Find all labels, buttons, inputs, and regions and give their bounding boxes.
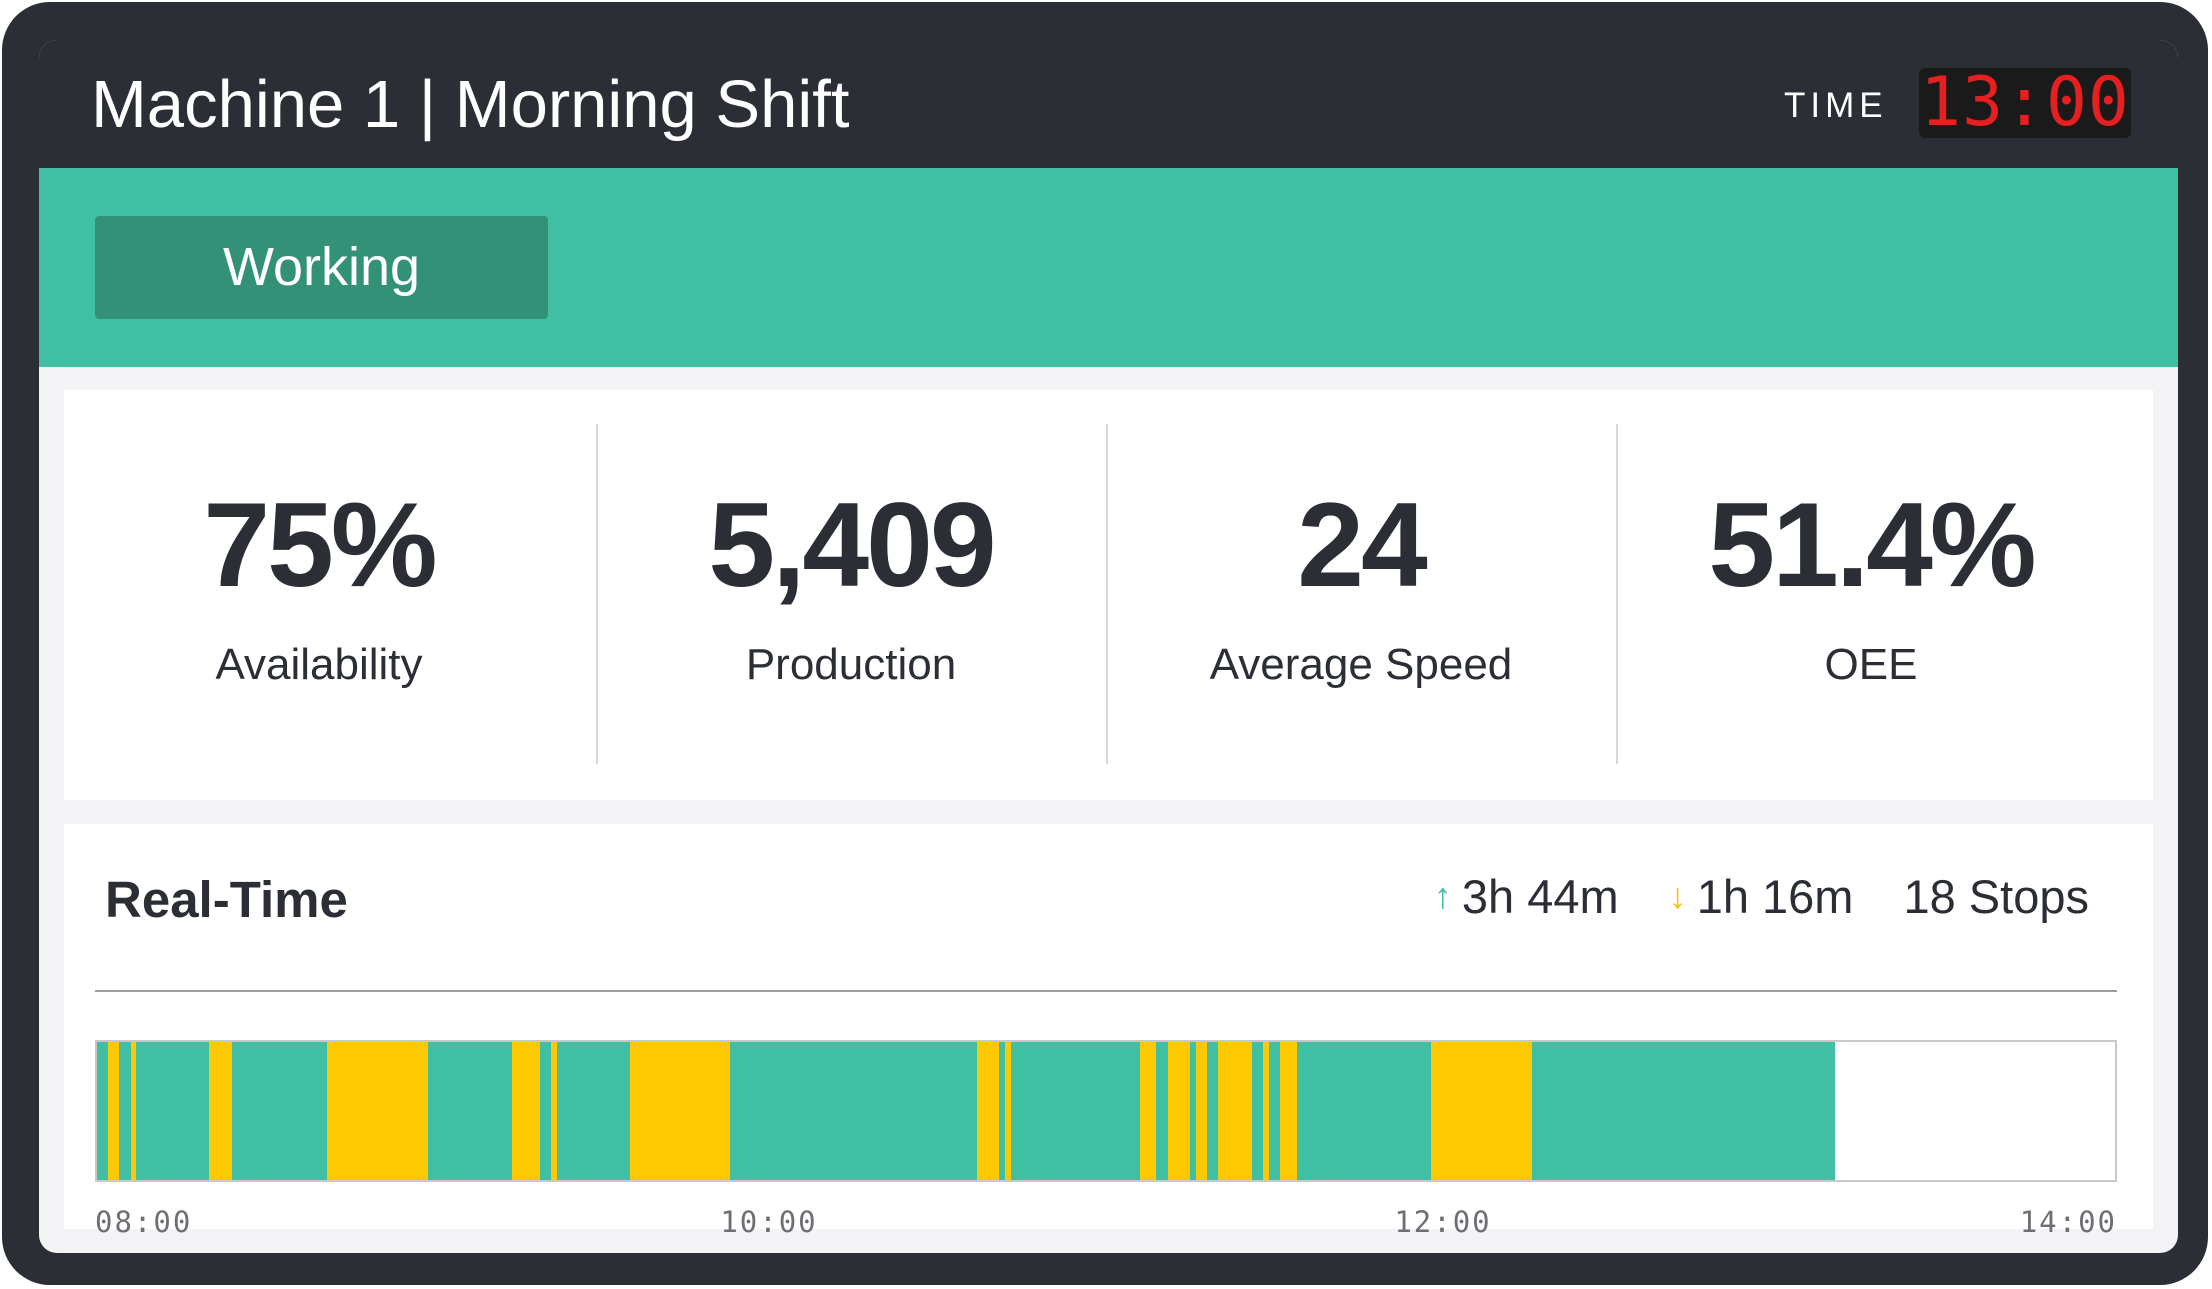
uptime-stat: ↑ 3h 44m <box>1434 869 1619 924</box>
timeline-segment-running <box>231 1042 327 1180</box>
timeline-segment-running <box>1206 1042 1219 1180</box>
timeline-segment-running <box>97 1042 109 1180</box>
metric-label: Availability <box>215 640 423 689</box>
metric-value: 5,409 <box>708 478 996 612</box>
metric-label: Average Speed <box>1209 640 1513 689</box>
x-tick-label: 10:00 <box>720 1205 818 1239</box>
downtime-stat: ↓ 1h 16m <box>1669 869 1854 924</box>
timeline-segment-stopped <box>551 1042 557 1180</box>
timeline-segment-stopped <box>1167 1042 1191 1180</box>
timeline-segment-stopped <box>130 1042 137 1180</box>
timeline-segment-running <box>999 1042 1006 1180</box>
metric-label: OEE <box>1824 640 1918 689</box>
timeline-segment-stopped <box>1262 1042 1269 1180</box>
metric-value: 51.4% <box>1708 478 2036 612</box>
section-divider <box>95 990 2117 992</box>
timeline-segment-running <box>730 1042 978 1180</box>
timeline-segment-running <box>1190 1042 1196 1180</box>
realtime-title: Real-Time <box>105 871 348 928</box>
stops-stat: 18 Stops <box>1903 869 2089 924</box>
timeline-segment-stopped <box>1218 1042 1252 1180</box>
realtime-panel: Real-Time ↑ 3h 44m ↓ 1h 16m 18 Stops 08:… <box>64 824 2153 1239</box>
realtime-summary: ↑ 3h 44m ↓ 1h 16m 18 Stops <box>1384 866 2089 926</box>
timeline-segment-stopped <box>629 1042 731 1180</box>
timeline-segment-stopped <box>108 1042 120 1180</box>
page-title: Machine 1 | Morning Shift <box>91 67 850 142</box>
timeline-segment-stopped <box>1005 1042 1011 1180</box>
clock-value: 13:00 <box>1920 63 2130 142</box>
timeline-segment-running <box>1296 1042 1432 1180</box>
timeline-segment-stopped <box>326 1042 428 1180</box>
uptime-value: 3h 44m <box>1461 869 1619 923</box>
timeline-segment-running <box>1268 1042 1280 1180</box>
metric-divider <box>596 424 598 764</box>
timeline-segment-running <box>556 1042 630 1180</box>
metric-label: Production <box>745 640 957 689</box>
timeline-segment-running <box>1156 1042 1168 1180</box>
metric-divider <box>1106 424 1108 764</box>
metric-production: 5,409 Production <box>596 390 1106 800</box>
arrow-up-icon: ↑ <box>1433 875 1452 916</box>
timeline-segment-running <box>1010 1042 1140 1180</box>
timeline-segment-running <box>427 1042 512 1180</box>
stops-value: 18 Stops <box>1903 869 2089 923</box>
timeline-segment-stopped <box>1431 1042 1532 1180</box>
dashboard-screen: Machine 1 | Morning Shift TIME 13:00 Wor… <box>39 40 2178 1253</box>
timeline-segment-stopped <box>1279 1042 1297 1180</box>
status-band: Working <box>39 168 2178 367</box>
timeline-segment-running <box>119 1042 131 1180</box>
x-tick-label: 08:00 <box>95 1205 193 1239</box>
arrow-down-icon: ↓ <box>1668 875 1687 916</box>
state-timeline <box>95 1040 2117 1182</box>
timeline-segment-stopped <box>1139 1042 1157 1180</box>
timeline-segments <box>97 1042 2115 1180</box>
timeline-segment-running <box>539 1042 552 1180</box>
x-tick-label: 14:00 <box>2019 1205 2117 1239</box>
timeline-segment-stopped <box>511 1042 540 1180</box>
downtime-value: 1h 16m <box>1696 869 1854 923</box>
metric-value: 75% <box>203 478 437 612</box>
metric-divider <box>1616 424 1618 764</box>
metric-oee: 51.4% OEE <box>1616 390 2126 800</box>
timeline-segment-stopped <box>1195 1042 1207 1180</box>
status-badge: Working <box>95 216 548 319</box>
timeline-segment-running <box>136 1042 210 1180</box>
metric-average-speed: 24 Average Speed <box>1106 390 1616 800</box>
time-label: TIME <box>1784 86 1888 125</box>
x-tick-label: 12:00 <box>1394 1205 1492 1239</box>
metric-availability: 75% Availability <box>64 390 574 800</box>
metrics-panel: 75% Availability 5,409 Production 24 Ave… <box>64 390 2153 800</box>
clock-display: 13:00 <box>1919 68 2131 138</box>
timeline-segment-running <box>1251 1042 1263 1180</box>
header-bar: Machine 1 | Morning Shift TIME 13:00 <box>39 40 2178 168</box>
metric-value: 24 <box>1297 478 1427 612</box>
timeline-segment-running <box>1532 1042 1835 1180</box>
timeline-segment-stopped <box>977 1042 1000 1180</box>
timeline-segment-stopped <box>209 1042 232 1180</box>
